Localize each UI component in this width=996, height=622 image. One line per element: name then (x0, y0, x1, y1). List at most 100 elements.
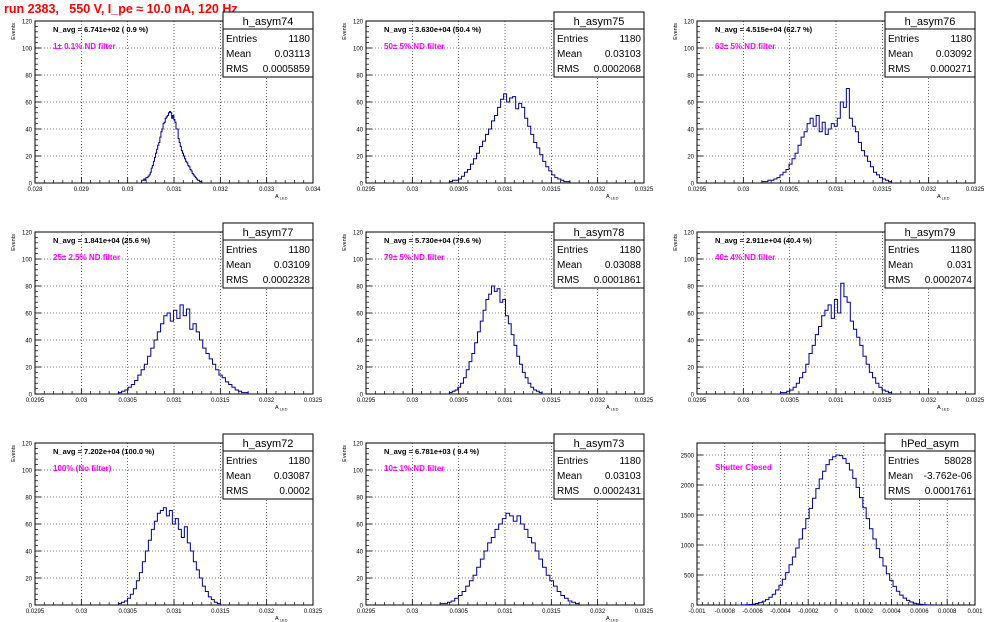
y-tick-label: 60 (356, 101, 363, 107)
y-tick-label: 1500 (681, 514, 695, 520)
x-tick-label: 0.0305 (780, 398, 799, 404)
x-tick-label: 0.028 (27, 187, 43, 193)
stat-value: 1180 (619, 245, 641, 256)
stats-box: h_asym73 Entries 1180 Mean 0.03103 RMS 0.00024… (553, 433, 645, 500)
x-tick-label: 0.032 (590, 609, 606, 615)
stat-label: Entries (888, 456, 919, 467)
stat-label: Mean (888, 49, 913, 60)
x-tick-label: 0.031 (828, 398, 844, 404)
y-axis-label: Events (342, 23, 348, 40)
stats-box-frame (553, 433, 645, 500)
y-tick-label: 100 (22, 469, 33, 475)
x-tick-label: 0.0305 (449, 187, 468, 193)
x-tick-label: 0.0315 (873, 187, 892, 193)
filter-annotation: 100% (No filter) (53, 464, 112, 473)
panel-h_asym72: 0.0295 0.03 0.0305 0.031 0.0315 0.032 0.0325 0 2… (11, 433, 323, 622)
y-tick-label: 40 (356, 339, 363, 345)
y-tick-label: 0 (29, 604, 33, 610)
x-tick-label: 0.0325 (304, 398, 323, 404)
navg-text: N_avg = 6.781e+03 ( 9.4 %) (384, 447, 480, 456)
x-tick-label: 0.0325 (966, 187, 985, 193)
y-tick-label: 100 (353, 47, 364, 53)
x-tick-label: 0.0295 (357, 609, 376, 615)
x-tick-label: 0.031 (166, 187, 182, 193)
stat-value: 0.0001861 (594, 275, 642, 286)
y-tick-label: 120 (22, 442, 33, 448)
filter-annotation: 63± 5% ND filter (715, 42, 775, 51)
x-tick-label: 0.0295 (26, 609, 45, 615)
y-tick-label: 120 (22, 20, 33, 26)
x-tick-label: 0.03 (406, 398, 418, 404)
filter-annotation: 79± 5% ND filter (384, 253, 444, 262)
y-tick-label: 0 (360, 182, 364, 188)
y-tick-label: 20 (356, 155, 363, 161)
stat-value: 0.000271 (930, 64, 972, 75)
histogram-name: h_asym72 (243, 438, 294, 450)
panel-h_asym75: 0.0295 0.03 0.0305 0.031 0.0315 0.032 0.0325 0 2… (342, 11, 654, 201)
y-tick-label: 40 (356, 550, 363, 556)
y-tick-label: 40 (25, 339, 32, 345)
stats-box-frame (553, 11, 645, 78)
histogram-name: h_asym74 (243, 16, 294, 28)
x-tick-label: -0.0002 (798, 609, 819, 615)
filter-annotation: 40± 4% ND filter (715, 253, 775, 262)
x-tick-label: -0.0006 (742, 609, 763, 615)
y-tick-label: 500 (684, 574, 695, 580)
x-axis-label: ALED (606, 194, 619, 201)
histogram-line (117, 507, 221, 605)
y-axis-label: Events (11, 23, 17, 40)
stats-box-frame (553, 222, 645, 289)
y-tick-label: 80 (25, 285, 32, 291)
y-axis-label: Events (342, 234, 348, 251)
y-tick-label: 1000 (681, 544, 695, 550)
filter-annotation: 50± 5% ND filter (384, 42, 444, 51)
stat-value: 0.03113 (275, 49, 311, 60)
x-axis-label: ALED (606, 616, 619, 622)
stat-label: RMS (226, 64, 249, 75)
histogram-line (761, 88, 893, 183)
stat-value: 1180 (288, 245, 310, 256)
y-tick-label: 60 (356, 312, 363, 318)
stat-value: 1180 (619, 34, 641, 45)
stat-label: Mean (888, 260, 913, 271)
x-tick-label: 0.029 (74, 187, 90, 193)
y-tick-label: 80 (687, 285, 694, 291)
histogram-line (117, 304, 249, 394)
histogram-name: hPed_asym (901, 438, 959, 450)
x-tick-label: 0.0315 (542, 187, 561, 193)
x-axis-label: ALED (275, 616, 288, 622)
x-axis-label: ALED (275, 194, 288, 201)
stat-value: 0.03103 (605, 471, 642, 482)
y-tick-label: 60 (25, 523, 32, 529)
y-tick-label: 40 (356, 128, 363, 134)
navg-text: N_avg = 1.841e+04 (25.6 %) (53, 236, 151, 245)
stats-box-frame (222, 433, 314, 500)
x-tick-label: 0.032 (590, 398, 606, 404)
y-tick-label: 120 (353, 442, 364, 448)
panel-h_asym77: 0.0295 0.03 0.0305 0.031 0.0315 0.032 0.0325 0 2… (11, 222, 323, 412)
stats-box-frame (884, 433, 976, 500)
stat-label: Mean (557, 49, 582, 60)
x-tick-label: 0.031 (497, 187, 513, 193)
stat-label: RMS (888, 275, 911, 286)
histogram-line (141, 110, 203, 183)
x-tick-label: 0.0295 (357, 398, 376, 404)
navg-text: N_avg = 6.741e+02 ( 0.9 %) (53, 25, 149, 34)
histogram-name: h_asym75 (574, 16, 625, 28)
y-tick-label: 0 (360, 604, 364, 610)
x-tick-label: 0.0325 (966, 398, 985, 404)
y-tick-label: 20 (25, 155, 32, 161)
y-tick-label: 0 (29, 393, 33, 399)
y-tick-label: 60 (25, 101, 32, 107)
stat-label: Entries (888, 245, 919, 256)
stat-label: Mean (888, 471, 913, 482)
y-tick-label: 120 (353, 20, 364, 26)
y-tick-label: 60 (25, 312, 32, 318)
stats-box: h_asym79 Entries 1180 Mean 0.031 RMS 0.0002074 (884, 222, 976, 289)
stat-value: 0.03087 (274, 471, 311, 482)
x-tick-label: 0.032 (590, 187, 606, 193)
y-tick-label: 120 (353, 231, 364, 237)
stat-value: 0.0002068 (594, 64, 642, 75)
stat-label: RMS (557, 64, 580, 75)
stat-label: RMS (557, 275, 580, 286)
